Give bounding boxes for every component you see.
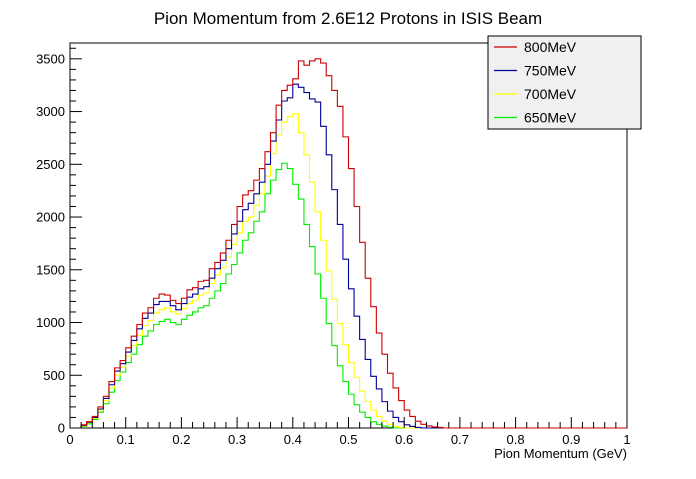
legend-entries: 800MeV 750MeV 700MeV 650MeV bbox=[494, 39, 577, 126]
legend-label-650mev: 650MeV bbox=[524, 110, 577, 126]
series-line-750mev bbox=[70, 83, 627, 429]
y-tick-label: 3000 bbox=[36, 104, 65, 119]
series-layer bbox=[70, 58, 627, 429]
legend-box bbox=[487, 35, 642, 130]
x-tick-label: 0.1 bbox=[117, 432, 135, 447]
legend: 800MeV 750MeV 700MeV 650MeV bbox=[487, 35, 642, 130]
x-tick-label: 1 bbox=[623, 432, 630, 447]
x-tick-label: 0.8 bbox=[507, 432, 525, 447]
series-line-650mev bbox=[70, 162, 627, 429]
y-tick-label: 500 bbox=[43, 368, 65, 383]
series-line-800mev bbox=[70, 58, 627, 429]
x-tick-label: 0.6 bbox=[395, 432, 413, 447]
x-tick-label: 0.9 bbox=[562, 432, 580, 447]
legend-label-750mev: 750MeV bbox=[524, 63, 577, 79]
y-tick-label: 2000 bbox=[36, 210, 65, 225]
y-tick-label: 2500 bbox=[36, 157, 65, 172]
y-tick-label: 3500 bbox=[36, 51, 65, 66]
x-tick-label: 0.2 bbox=[172, 432, 190, 447]
y-tick-label: 0 bbox=[58, 421, 65, 436]
x-tick-label: 0 bbox=[66, 432, 73, 447]
y-tick-label: 1000 bbox=[36, 315, 65, 330]
chart-title: Pion Momentum from 2.6E12 Protons in ISI… bbox=[154, 9, 542, 28]
x-tick-label: 0.4 bbox=[284, 432, 302, 447]
axis-layer: 0 0.1 0.2 0.3 0.4 0.5 0.6 0.7 0.8 0.9 1 0 500 1000 150… bbox=[36, 47, 631, 447]
x-tick-label: 0.3 bbox=[228, 432, 246, 447]
x-tick-label: 0.7 bbox=[451, 432, 469, 447]
y-tick-label: 1500 bbox=[36, 262, 65, 277]
legend-label-700mev: 700MeV bbox=[524, 86, 577, 102]
legend-label-800mev: 800MeV bbox=[524, 39, 577, 55]
x-tick-label: 0.5 bbox=[339, 432, 357, 447]
x-axis-label: Pion Momentum (GeV) bbox=[494, 446, 627, 461]
